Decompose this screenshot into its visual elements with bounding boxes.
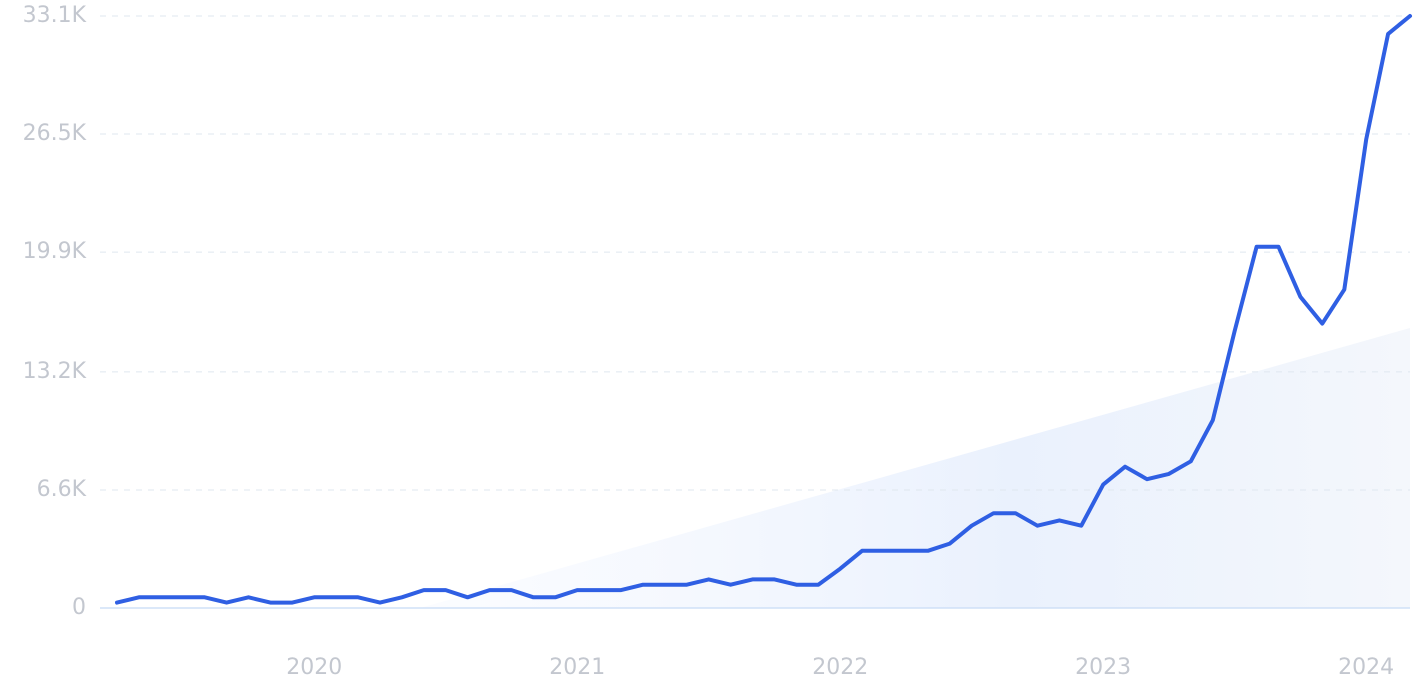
trend-line: [115, 14, 1412, 605]
x-tick-label: 2022: [812, 655, 868, 680]
y-tick-label: 0: [72, 595, 86, 620]
y-tick-label: 33.1K: [23, 3, 87, 28]
x-tick-label: 2024: [1338, 655, 1394, 680]
x-tick-label: 2021: [549, 655, 605, 680]
y-tick-label: 26.5K: [23, 121, 87, 146]
x-tick-label: 2023: [1075, 655, 1131, 680]
y-tick-label: 6.6K: [37, 477, 87, 502]
y-tick-label: 19.9K: [23, 239, 87, 264]
y-tick-label: 13.2K: [23, 359, 87, 384]
trend-shade: [420, 328, 1410, 608]
x-tick-label: 2020: [286, 655, 342, 680]
